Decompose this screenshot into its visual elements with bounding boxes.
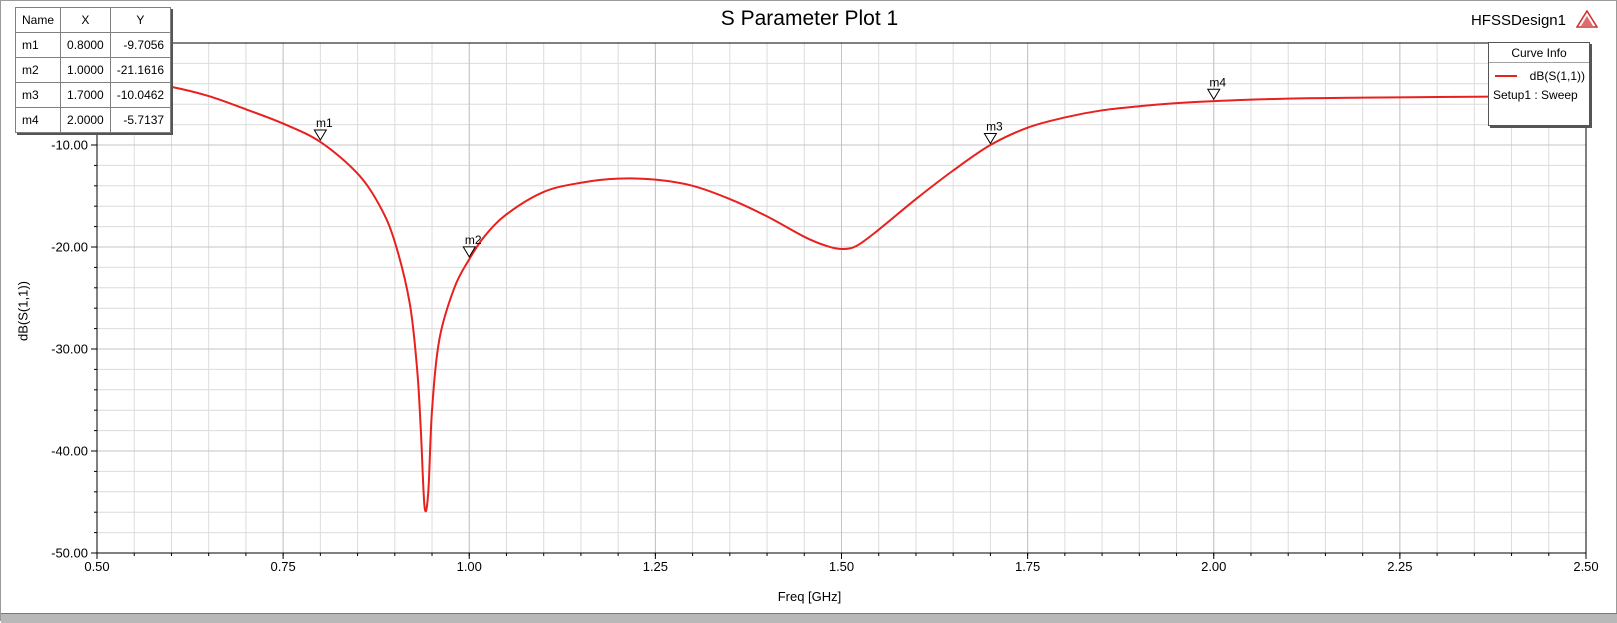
- table-row[interactable]: m1 0.8000 -9.7056: [14, 32, 172, 58]
- marker-triangle: [983, 132, 998, 145]
- x-tick-label: 1.75: [1015, 559, 1040, 574]
- series-line: [96, 74, 1587, 513]
- curve-info-legend[interactable]: Curve Info dB(S(1,1)) Setup1 : Sweep: [1488, 42, 1590, 126]
- x-tick-label: 2.25: [1387, 559, 1412, 574]
- marker-name: m3: [14, 82, 62, 108]
- legend-entry-name[interactable]: dB(S(1,1)): [1529, 69, 1585, 83]
- marker-y: -10.0462: [109, 82, 172, 108]
- y-tick-label: -10.00: [51, 138, 88, 153]
- header-x: X: [60, 7, 111, 33]
- marker-y: -21.1616: [109, 57, 172, 83]
- marker-x: 1.7000: [60, 82, 111, 108]
- table-row[interactable]: m2 1.0000 -21.1616: [14, 57, 172, 83]
- x-tick-label: 2.50: [1573, 559, 1598, 574]
- axes: 0.50 0.75 1.00 1.25 1.50 1.75 2.00 2.25 2.50 -10.…: [51, 42, 1599, 574]
- marker-area: m1 m2 m3 m4: [313, 75, 1226, 258]
- marker-triangle: [1206, 88, 1221, 101]
- x-tick-label: 2.00: [1201, 559, 1226, 574]
- legend-entry-sub: Setup1 : Sweep: [1493, 88, 1578, 102]
- plot-title: S Parameter Plot 1: [720, 7, 899, 30]
- y-tick-label: -40.00: [51, 444, 88, 459]
- x-tick-label: 0.75: [270, 559, 295, 574]
- marker-table[interactable]: Name X Y m1 0.8000 -9.7056 m2 1.0000 -21…: [14, 7, 172, 133]
- marker-x: 1.0000: [60, 57, 111, 83]
- x-axis-label: Freq [GHz]: [777, 589, 842, 604]
- marker-label: m4: [1209, 75, 1226, 89]
- table-row[interactable]: m4 2.0000 -5.7137: [14, 107, 172, 133]
- y-tick-label: -20.00: [51, 240, 88, 255]
- marker-label: m1: [316, 116, 333, 130]
- marker-triangle: [313, 129, 328, 141]
- legend-line-swatch: [1495, 75, 1517, 77]
- marker-name: m4: [14, 107, 62, 133]
- marker-x: 0.8000: [60, 32, 111, 58]
- design-name: HFSSDesign1: [1470, 12, 1566, 29]
- table-row[interactable]: m3 1.7000 -10.0462: [14, 82, 172, 108]
- marker-label: m3: [986, 119, 1003, 133]
- ansys-logo-icon: [1576, 10, 1598, 28]
- x-tick-label: 1.00: [457, 559, 482, 574]
- x-tick-label: 1.50: [829, 559, 854, 574]
- x-tick-label: 1.25: [643, 559, 668, 574]
- grid: [96, 42, 1587, 554]
- marker-label: m2: [465, 233, 482, 247]
- x-tick-label: 0.50: [84, 559, 109, 574]
- marker-name: m1: [14, 32, 62, 58]
- header-y: Y: [109, 7, 172, 33]
- y-tick-label: -30.00: [51, 342, 88, 357]
- window-bottom-scrollbar[interactable]: [1, 613, 1617, 623]
- marker-y: -5.7137: [109, 107, 172, 133]
- marker-triangle: [462, 246, 477, 258]
- y-axis-label: dB(S(1,1)): [15, 281, 31, 341]
- marker-name: m2: [14, 57, 62, 83]
- marker-x: 2.0000: [60, 107, 111, 133]
- header-name: Name: [14, 7, 62, 33]
- marker-y: -9.7056: [109, 32, 172, 58]
- y-tick-label: -50.00: [51, 546, 88, 561]
- legend-title: Curve Info: [1489, 43, 1589, 63]
- marker-table-header: Name X Y: [14, 7, 172, 33]
- curve-area: [96, 74, 1587, 513]
